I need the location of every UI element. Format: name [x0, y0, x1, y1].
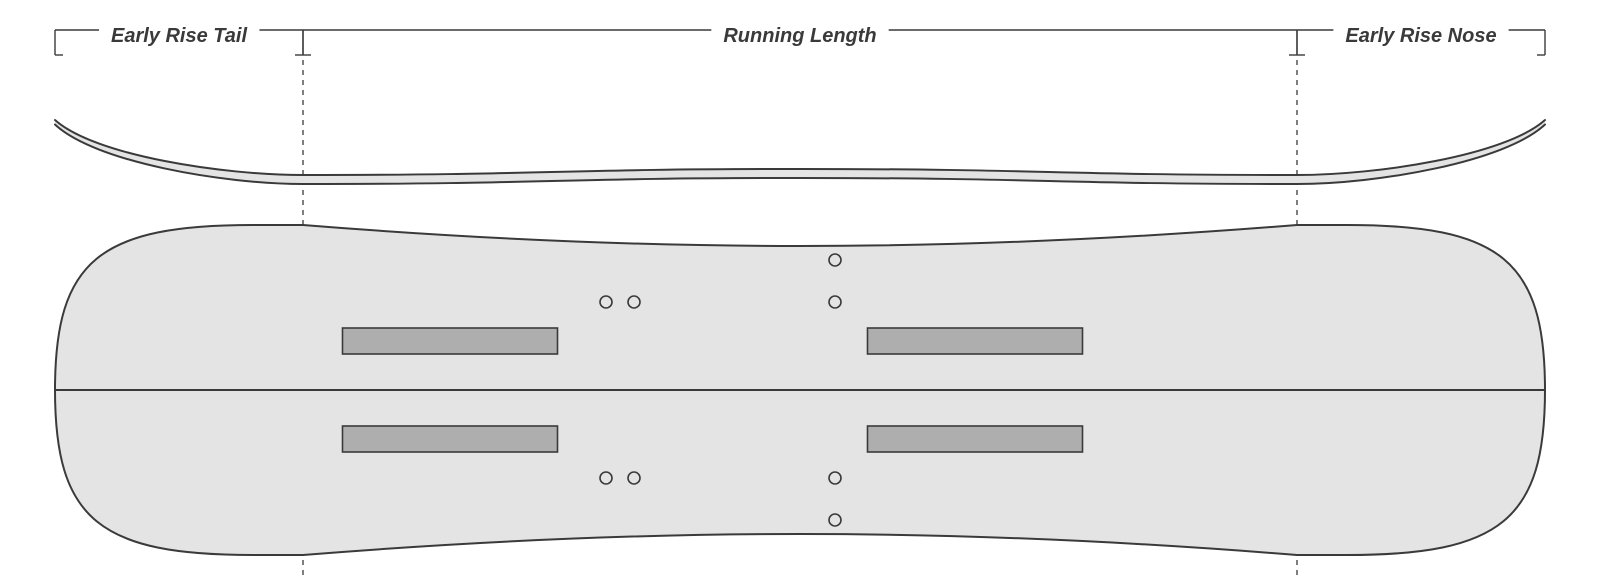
tail-insert-lower — [343, 426, 558, 452]
screw-hole-3-0 — [829, 472, 841, 484]
board-bottom-half — [55, 390, 1545, 555]
screw-hole-4-0 — [829, 254, 841, 266]
running-label: Running Length — [723, 25, 876, 47]
screw-hole-2-0 — [829, 296, 841, 308]
board-top-half — [55, 225, 1545, 390]
nose-insert-lower — [868, 426, 1083, 452]
screw-hole-1-0 — [600, 472, 612, 484]
nose-insert-upper — [868, 328, 1083, 354]
nose-label: Early Rise Nose — [1345, 25, 1496, 47]
screw-hole-5-0 — [829, 514, 841, 526]
screw-hole-0-1 — [628, 296, 640, 308]
screw-hole-0-0 — [600, 296, 612, 308]
profile-top-edge — [55, 120, 1545, 175]
tail-label: Early Rise Tail — [111, 25, 247, 47]
screw-hole-1-1 — [628, 472, 640, 484]
tail-insert-upper — [343, 328, 558, 354]
